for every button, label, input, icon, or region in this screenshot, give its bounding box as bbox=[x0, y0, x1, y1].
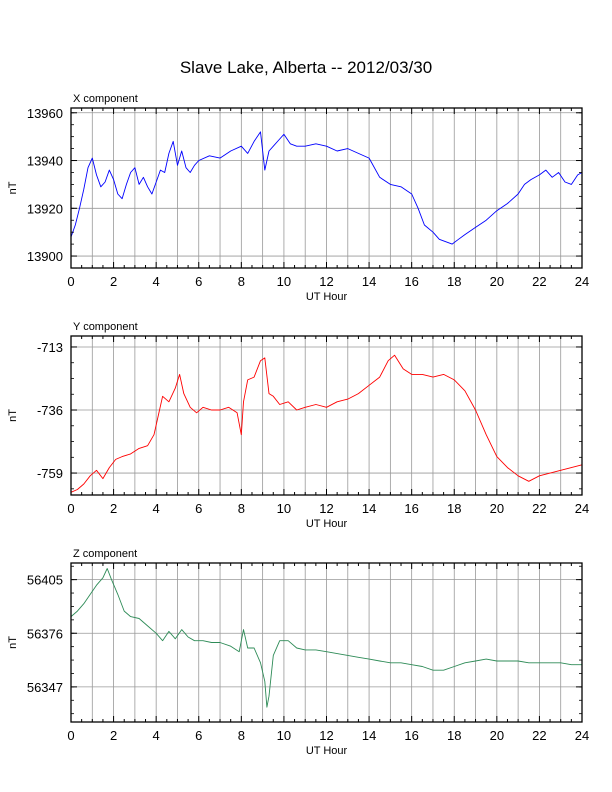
x-ytick-label: 13940 bbox=[27, 154, 63, 169]
z-xaxis-label: UT Hour bbox=[306, 745, 348, 757]
z-xtick-label: 10 bbox=[277, 728, 291, 743]
y-xtick-label: 2 bbox=[110, 501, 117, 516]
y-ytick-label: -759 bbox=[37, 466, 63, 481]
y-ytick-label: -736 bbox=[37, 403, 63, 418]
y-yaxis-label: nT bbox=[7, 409, 19, 422]
x-xtick-label: 24 bbox=[575, 274, 589, 289]
z-xtick-label: 14 bbox=[362, 728, 376, 743]
z-xtick-label: 20 bbox=[490, 728, 504, 743]
z-ytick-label: 56347 bbox=[27, 680, 63, 695]
x-xtick-label: 0 bbox=[67, 274, 74, 289]
z-xtick-label: 24 bbox=[575, 728, 589, 743]
y-xtick-label: 24 bbox=[575, 501, 589, 516]
z-series-line bbox=[70, 568, 582, 708]
y-xtick-label: 6 bbox=[195, 501, 202, 516]
y-xtick-label: 4 bbox=[153, 501, 160, 516]
z-ytick-label: 56405 bbox=[27, 573, 63, 588]
x-xtick-label: 18 bbox=[447, 274, 461, 289]
z-xtick-label: 16 bbox=[404, 728, 418, 743]
y-xtick-label: 12 bbox=[319, 501, 333, 516]
y-xtick-label: 0 bbox=[67, 501, 74, 516]
y-ytick-label: -713 bbox=[37, 340, 63, 355]
x-series-line bbox=[70, 131, 583, 245]
x-xtick-label: 12 bbox=[319, 274, 333, 289]
y-xtick-label: 20 bbox=[490, 501, 504, 516]
x-xtick-label: 14 bbox=[362, 274, 376, 289]
z-panel-title: Z component bbox=[73, 548, 137, 560]
y-series-line bbox=[70, 354, 583, 493]
y-xtick-label: 16 bbox=[404, 501, 418, 516]
z-xtick-label: 6 bbox=[195, 728, 202, 743]
z-yaxis-label: nT bbox=[7, 636, 19, 649]
y-xaxis-label: UT Hour bbox=[306, 518, 348, 530]
z-xtick-label: 0 bbox=[67, 728, 74, 743]
x-xtick-label: 2 bbox=[110, 274, 117, 289]
y-panel-title: Y component bbox=[73, 321, 138, 333]
z-xtick-label: 8 bbox=[238, 728, 245, 743]
z-xtick-label: 18 bbox=[447, 728, 461, 743]
x-panel-title: X component bbox=[73, 93, 138, 105]
x-xtick-label: 4 bbox=[153, 274, 160, 289]
x-ytick-label: 13960 bbox=[27, 106, 63, 121]
x-xtick-label: 22 bbox=[532, 274, 546, 289]
z-xtick-label: 2 bbox=[110, 728, 117, 743]
x-xaxis-label: UT Hour bbox=[306, 291, 348, 303]
z-ytick-label: 56376 bbox=[27, 626, 63, 641]
x-ytick-label: 13920 bbox=[27, 201, 63, 216]
y-xtick-label: 8 bbox=[238, 501, 245, 516]
x-xtick-label: 10 bbox=[277, 274, 291, 289]
y-xtick-label: 22 bbox=[532, 501, 546, 516]
x-ytick-label: 13900 bbox=[27, 249, 63, 264]
z-xtick-label: 4 bbox=[153, 728, 160, 743]
x-yaxis-label: nT bbox=[7, 181, 19, 194]
page-title: Slave Lake, Alberta -- 2012/03/30 bbox=[179, 58, 433, 77]
y-xtick-label: 18 bbox=[447, 501, 461, 516]
x-xtick-label: 16 bbox=[404, 274, 418, 289]
z-xtick-label: 12 bbox=[319, 728, 333, 743]
x-xtick-label: 20 bbox=[490, 274, 504, 289]
y-xtick-label: 10 bbox=[277, 501, 291, 516]
x-xtick-label: 8 bbox=[238, 274, 245, 289]
x-xtick-label: 6 bbox=[195, 274, 202, 289]
y-xtick-label: 14 bbox=[362, 501, 376, 516]
z-xtick-label: 22 bbox=[532, 728, 546, 743]
